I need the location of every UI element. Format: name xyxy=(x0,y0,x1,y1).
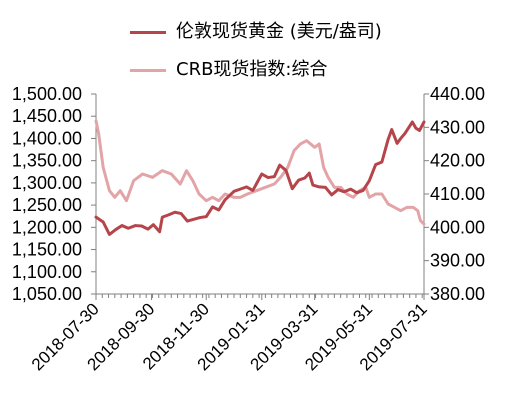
left-tick-label: 1,050.00 xyxy=(12,284,82,304)
left-tick-label: 1,100.00 xyxy=(12,262,82,282)
x-axis: 2018-07-302018-09-302018-11-302019-01-31… xyxy=(28,293,431,374)
right-tick-label: 430.00 xyxy=(430,117,485,137)
left-tick-label: 1,150.00 xyxy=(12,240,82,260)
left-tick-label: 1,200.00 xyxy=(12,217,82,237)
right-tick-label: 390.00 xyxy=(430,251,485,271)
right-y-axis: 380.00 390.00 400.00 410.00 420.00 430.00 440.… xyxy=(423,84,485,304)
chart-legend: 伦敦现货黄金 (美元/盎司) CRB现货指数:综合 xyxy=(0,0,506,90)
legend-item-crb: CRB现货指数:综合 xyxy=(130,56,328,84)
series-lines xyxy=(94,119,426,236)
legend-swatch-gold xyxy=(130,30,166,34)
legend-label-crb: CRB现货指数:综合 xyxy=(176,59,328,80)
right-tick-label: 380.00 xyxy=(430,284,485,304)
right-tick-label: 400.00 xyxy=(430,217,485,237)
series-line-crb xyxy=(94,119,426,226)
right-tick-label: 440.00 xyxy=(430,84,485,104)
left-y-axis: 1,050.001,100.001,150.00 1,200.001,250.00… xyxy=(12,84,97,304)
left-tick-label: 1,350.00 xyxy=(12,151,82,171)
left-tick-label: 1,500.00 xyxy=(12,84,82,104)
left-tick-label: 1,250.00 xyxy=(12,195,82,215)
legend-label-gold: 伦敦现货黄金 (美元/盎司) xyxy=(176,21,382,42)
left-tick-label: 1,400.00 xyxy=(12,128,82,148)
left-tick-label: 1,450.00 xyxy=(12,106,82,126)
legend-item-gold: 伦敦现货黄金 (美元/盎司) xyxy=(130,18,382,46)
series-line-gold xyxy=(94,120,426,236)
legend-swatch-crb xyxy=(130,68,166,72)
right-tick-label: 420.00 xyxy=(430,151,485,171)
right-tick-label: 410.00 xyxy=(430,184,485,204)
left-tick-label: 1,300.00 xyxy=(12,173,82,193)
